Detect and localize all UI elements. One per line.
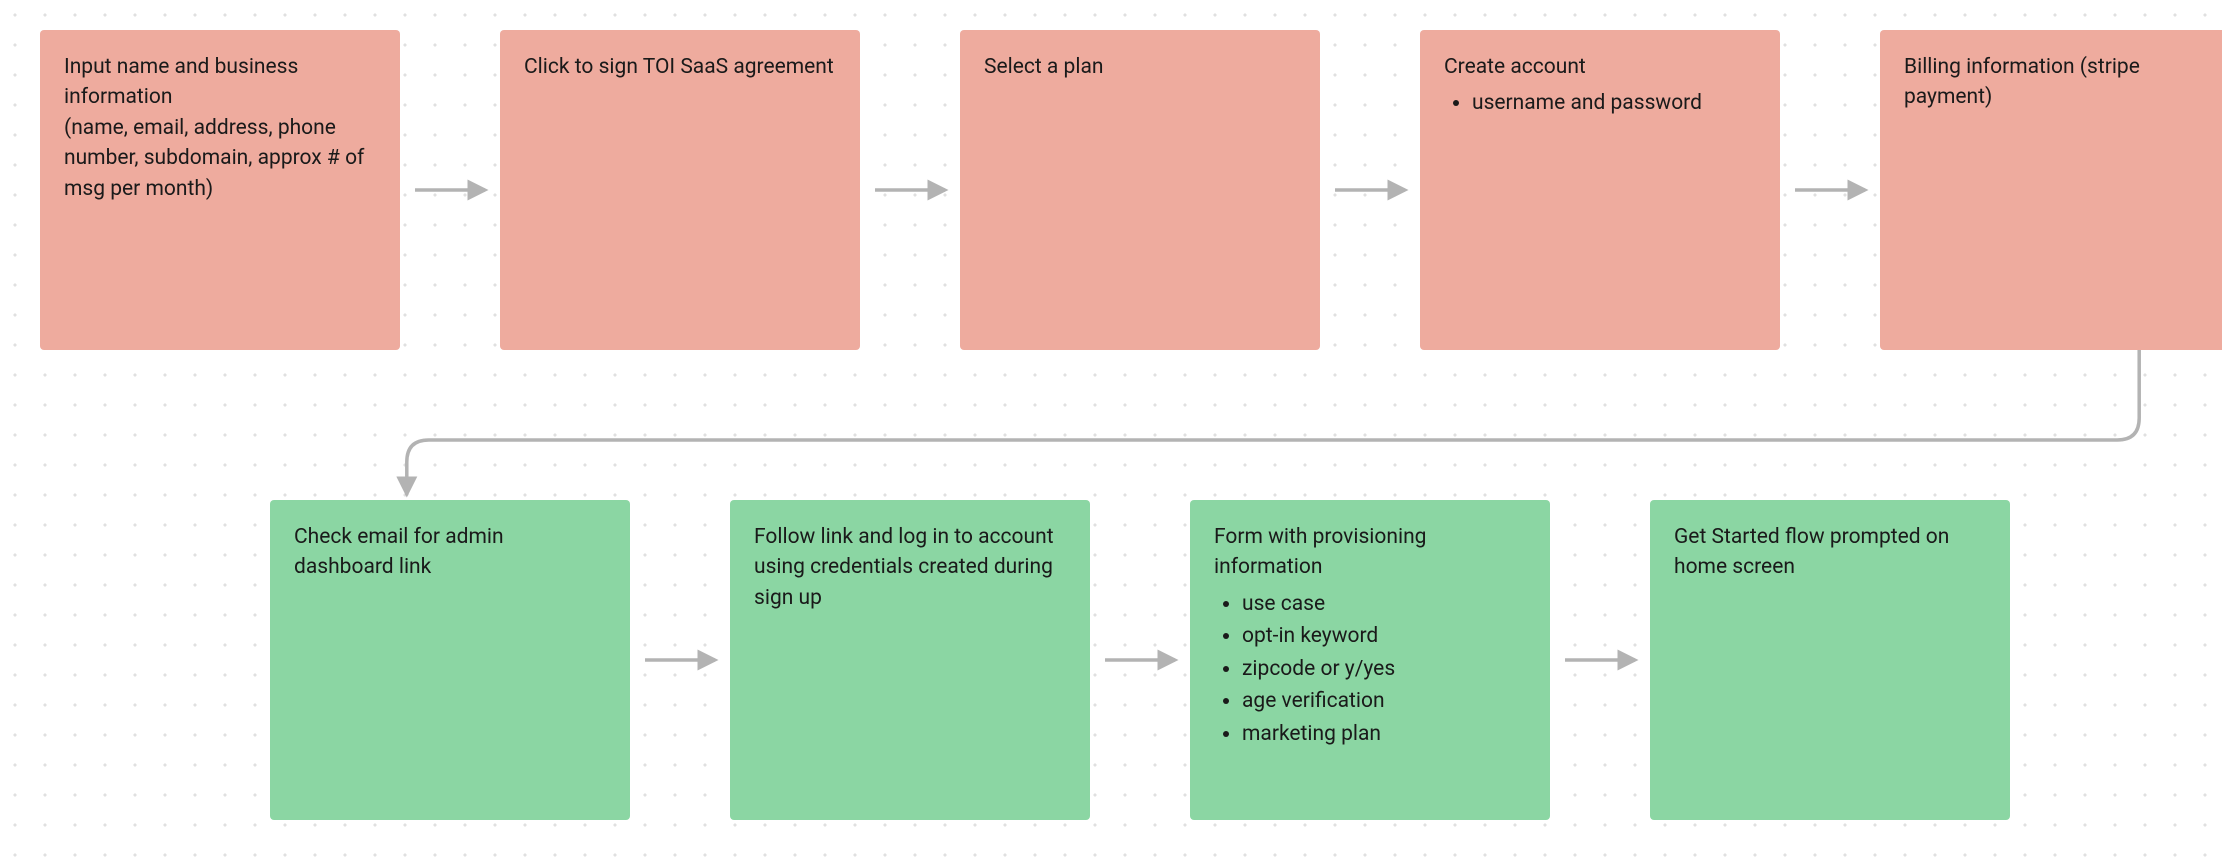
node-text: Click to sign TOI SaaS agreement <box>524 52 836 82</box>
node-bullets: username and password <box>1444 88 1756 118</box>
flow-node-n2: Click to sign TOI SaaS agreement <box>500 30 860 350</box>
node-text: Create account <box>1444 52 1756 82</box>
node-text: Check email for admin dashboard link <box>294 522 606 583</box>
node-text: Input name and business information (nam… <box>64 52 376 204</box>
node-text: Select a plan <box>984 52 1296 82</box>
node-text: Form with provisioning information <box>1214 522 1526 583</box>
flow-node-n6: Check email for admin dashboard link <box>270 500 630 820</box>
flow-node-n4: Create account username and password <box>1420 30 1780 350</box>
node-bullet: marketing plan <box>1242 719 1526 749</box>
node-bullet: age verification <box>1242 686 1526 716</box>
wrap-arrow <box>407 350 2139 494</box>
node-bullet: use case <box>1242 589 1526 619</box>
flowchart-canvas: Input name and business information (nam… <box>0 0 2222 868</box>
node-text: Get Started flow prompted on home screen <box>1674 522 1986 583</box>
node-bullets: use caseopt-in keywordzipcode or y/yesag… <box>1214 589 1526 749</box>
node-text: Follow link and log in to account using … <box>754 522 1066 613</box>
flow-node-n9: Get Started flow prompted on home screen <box>1650 500 2010 820</box>
flow-node-n1: Input name and business information (nam… <box>40 30 400 350</box>
flow-node-n5: Billing information (stripe payment) <box>1880 30 2222 350</box>
flow-node-n8: Form with provisioning informationuse ca… <box>1190 500 1550 820</box>
flow-node-n3: Select a plan <box>960 30 1320 350</box>
node-text: Billing information (stripe payment) <box>1904 52 2216 113</box>
node-bullet: opt-in keyword <box>1242 621 1526 651</box>
flow-node-n7: Follow link and log in to account using … <box>730 500 1090 820</box>
node-bullet: username and password <box>1472 88 1756 118</box>
node-bullet: zipcode or y/yes <box>1242 654 1526 684</box>
